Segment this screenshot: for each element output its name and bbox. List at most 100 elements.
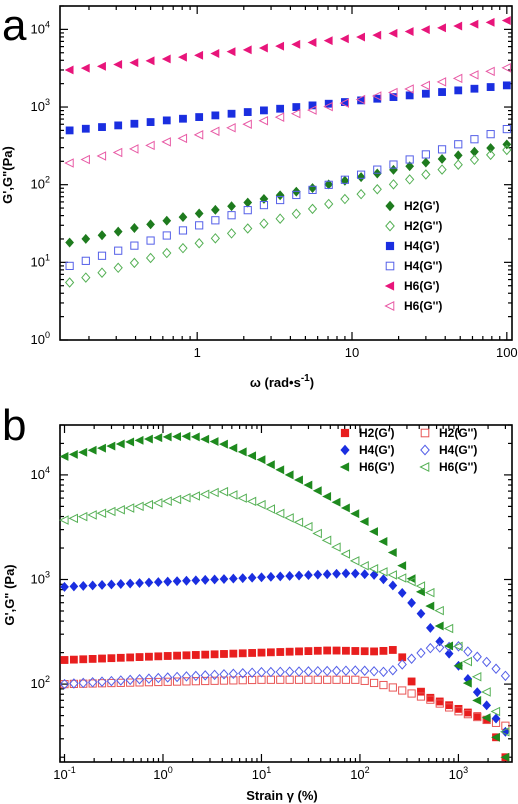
data-point <box>359 517 369 527</box>
data-point <box>491 732 500 742</box>
data-point <box>332 568 341 579</box>
data-point <box>113 262 123 274</box>
data-point <box>266 666 276 678</box>
data-point <box>190 432 200 442</box>
data-point <box>171 494 182 505</box>
data-point <box>491 713 501 724</box>
data-point <box>266 648 275 657</box>
data-point <box>415 581 426 591</box>
data-point <box>229 676 238 685</box>
data-point <box>228 668 238 680</box>
data-point <box>304 570 313 581</box>
y-tick-label: 104 <box>31 19 50 36</box>
data-point <box>81 256 90 265</box>
data-point <box>424 587 435 598</box>
data-point <box>145 652 153 661</box>
data-point <box>378 666 389 678</box>
data-point <box>426 622 435 633</box>
data-point <box>209 437 219 446</box>
data-point <box>369 678 379 688</box>
series-H6(G') <box>59 431 510 762</box>
data-point <box>78 580 88 591</box>
series-H6(G') <box>64 16 511 75</box>
data-point <box>453 159 463 170</box>
data-point <box>81 233 91 244</box>
data-point <box>259 200 269 210</box>
data-point <box>453 641 464 652</box>
data-point <box>276 648 285 656</box>
legend-label: H2(G'') <box>439 426 477 440</box>
data-point <box>260 106 268 115</box>
data-point <box>88 655 97 663</box>
data-point <box>238 573 248 584</box>
data-point <box>370 647 378 656</box>
data-point <box>106 675 117 687</box>
y-tick-label: 100 <box>31 330 50 347</box>
data-point <box>178 226 188 235</box>
data-point <box>482 656 492 668</box>
data-point <box>443 623 454 634</box>
legend-entry: H2(G'') <box>420 426 477 440</box>
data-point <box>486 143 495 154</box>
data-point <box>190 491 200 501</box>
data-point <box>107 579 116 590</box>
data-point <box>351 675 360 684</box>
data-point <box>304 647 313 656</box>
data-point <box>153 577 163 588</box>
data-point <box>454 86 463 95</box>
data-point <box>98 654 106 663</box>
data-point <box>452 73 463 84</box>
data-point <box>64 158 74 168</box>
data-point <box>59 678 70 690</box>
data-point <box>243 206 252 215</box>
data-point <box>68 449 78 459</box>
data-point <box>332 646 341 655</box>
data-point <box>407 677 416 686</box>
data-point <box>331 497 341 507</box>
data-point <box>88 580 98 591</box>
data-point <box>397 659 407 670</box>
data-point <box>294 570 304 581</box>
data-point <box>162 247 172 259</box>
data-point <box>491 663 501 675</box>
data-point <box>181 671 192 682</box>
data-point <box>425 601 435 611</box>
data-point <box>247 451 257 461</box>
data-point <box>227 109 236 118</box>
data-point <box>426 693 435 702</box>
data-point <box>210 233 220 244</box>
data-point <box>313 665 323 677</box>
series-H4(G'') <box>59 641 511 690</box>
legend-marker <box>384 301 395 311</box>
data-point <box>397 561 407 571</box>
data-point <box>294 675 304 684</box>
data-point <box>173 651 181 660</box>
y-axis-title-b: G',G" (Pa) <box>2 564 17 625</box>
data-point <box>97 443 106 453</box>
data-point <box>130 241 139 250</box>
data-point <box>490 706 501 717</box>
legend-marker <box>384 281 395 291</box>
data-point <box>144 673 154 684</box>
data-point <box>209 669 220 681</box>
data-point <box>97 676 107 687</box>
data-point <box>219 676 229 685</box>
data-point <box>248 675 257 685</box>
data-point <box>502 144 512 156</box>
data-point <box>368 564 379 574</box>
data-point <box>181 492 191 503</box>
data-point <box>470 146 479 157</box>
data-point <box>105 506 116 517</box>
data-point <box>462 678 472 688</box>
data-point <box>78 677 88 689</box>
data-point <box>210 676 219 685</box>
data-point <box>444 648 454 659</box>
data-point <box>229 649 238 658</box>
data-point <box>65 261 74 270</box>
data-point <box>226 122 236 133</box>
data-point <box>199 489 210 500</box>
data-point <box>194 50 204 60</box>
data-point <box>372 183 382 195</box>
data-point <box>304 675 313 684</box>
